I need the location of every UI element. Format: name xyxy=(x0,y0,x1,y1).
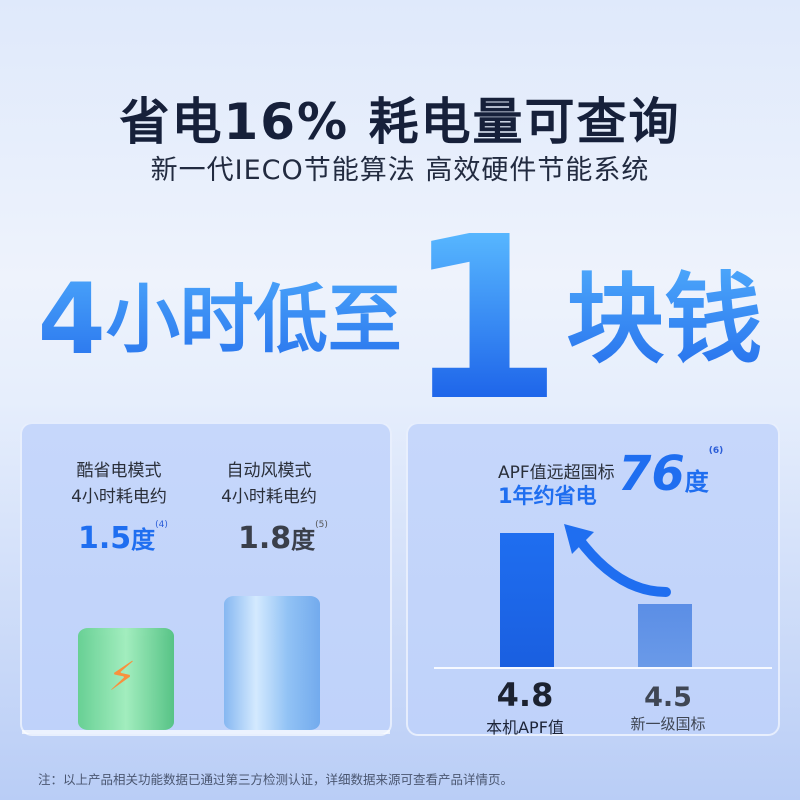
mode-desc: 4小时耗电约 xyxy=(221,487,317,507)
battery-green-lightning-icon: ⚡ xyxy=(78,628,174,730)
footnote-text: 注：以上产品相关功能数据已通过第三方检测认证，详细数据来源可查看产品详情页。 xyxy=(38,772,514,787)
headline: 4小时低至1块钱 xyxy=(0,230,800,410)
apf-label: APF值远超国标 xyxy=(498,463,615,483)
bar-label-this: 4.8 本机APF值 xyxy=(480,676,570,738)
apf-comparison-panel: APF值远超国标 1年约省电 76度 (6) 4.8 本机APF值 4.5 新一级… xyxy=(406,422,780,738)
apf-bar xyxy=(638,603,692,667)
label: 本机APF值 xyxy=(486,718,564,737)
battery-blue-cylinder-icon xyxy=(224,596,320,730)
footnote: (6) xyxy=(708,446,724,456)
label: 新一级国标 xyxy=(630,715,706,733)
page-subtitle: 新一代IECO节能算法 高效硬件节能系统 xyxy=(150,155,650,186)
power-consumption-panel: 酷省电模式 4小时耗电约 1.5度(4) 自动风模式 4小时耗电约 1.8度(5… xyxy=(20,422,392,736)
value: 1.5 xyxy=(78,521,132,556)
apf-bar xyxy=(500,533,554,667)
mode-value-cool: 1.5度(4) xyxy=(78,520,168,556)
mode-label-cool: 酷省电模式 4小时耗电约 xyxy=(44,458,194,510)
apf-savings-label: 1年约省电 xyxy=(498,484,597,508)
mode-name: 自动风模式 xyxy=(226,461,312,481)
value: 1.8 xyxy=(238,521,292,556)
headline-text-end: 块钱 xyxy=(566,263,763,377)
unit: 度 xyxy=(684,468,709,496)
unit: 度 xyxy=(131,526,156,554)
base-line xyxy=(22,730,390,734)
value: 4.8 xyxy=(496,676,554,714)
unit: 度 xyxy=(291,526,316,554)
mode-label-auto: 自动风模式 4小时耗电约 xyxy=(194,458,344,510)
lightning-icon: ⚡ xyxy=(108,654,137,700)
bar-label-standard: 4.5 新一级国标 xyxy=(618,682,718,734)
page-title: 省电16% 耗电量可查询 xyxy=(119,93,681,151)
apf-bar-chart xyxy=(434,524,772,669)
mode-value-auto: 1.8度(5) xyxy=(238,520,328,556)
value: 76 xyxy=(618,446,685,502)
headline-text: 小时低至 xyxy=(105,277,402,363)
headline-big-number: 1 xyxy=(405,189,563,451)
mode-name: 酷省电模式 xyxy=(76,461,162,481)
arrow-icon xyxy=(564,524,671,597)
mode-desc: 4小时耗电约 xyxy=(71,487,167,507)
value: 4.5 xyxy=(644,682,692,713)
apf-savings-value: 76度 (6) xyxy=(618,446,723,502)
headline-number: 4 xyxy=(37,263,106,377)
footnote: (4) xyxy=(155,520,168,530)
footnote: (5) xyxy=(315,520,328,530)
